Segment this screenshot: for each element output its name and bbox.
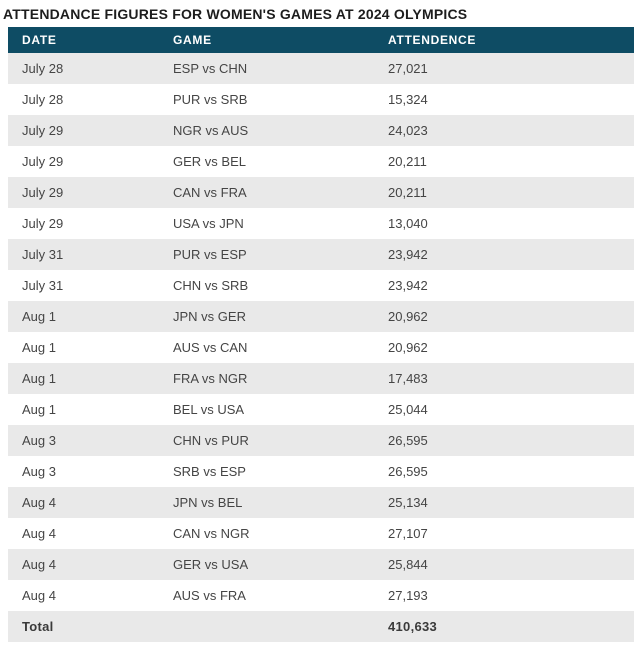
cell-date: July 28 xyxy=(8,53,159,84)
table-row: July 28 ESP vs CHN 27,021 xyxy=(8,53,634,84)
table-row: Aug 4 GER vs USA 25,844 xyxy=(8,549,634,580)
table-header-row: DATE GAME ATTENDENCE xyxy=(8,27,634,53)
table-row: Aug 1 AUS vs CAN 20,962 xyxy=(8,332,634,363)
cell-game: AUS vs CAN xyxy=(159,332,374,363)
cell-attendance: 27,193 xyxy=(374,580,634,611)
cell-date: Aug 4 xyxy=(8,518,159,549)
cell-date: July 31 xyxy=(8,239,159,270)
cell-game: PUR vs ESP xyxy=(159,239,374,270)
table-row: July 29 NGR vs AUS 24,023 xyxy=(8,115,634,146)
cell-game: CAN vs NGR xyxy=(159,518,374,549)
cell-attendance: 20,962 xyxy=(374,301,634,332)
column-header-date: DATE xyxy=(8,27,159,53)
cell-date: July 31 xyxy=(8,270,159,301)
table-row: Aug 4 AUS vs FRA 27,193 xyxy=(8,580,634,611)
cell-attendance: 25,134 xyxy=(374,487,634,518)
attendance-table: DATE GAME ATTENDENCE July 28 ESP vs CHN 27… xyxy=(8,27,634,642)
cell-game: CHN vs PUR xyxy=(159,425,374,456)
table-total-row: Total 410,633 xyxy=(8,611,634,642)
cell-attendance: 20,211 xyxy=(374,146,634,177)
total-spacer xyxy=(159,611,374,642)
cell-game: NGR vs AUS xyxy=(159,115,374,146)
page-title: ATTENDANCE FIGURES FOR WOMEN'S GAMES AT … xyxy=(3,6,468,22)
cell-attendance: 20,211 xyxy=(374,177,634,208)
total-label: Total xyxy=(8,611,159,642)
cell-game: FRA vs NGR xyxy=(159,363,374,394)
table-row: July 29 CAN vs FRA 20,211 xyxy=(8,177,634,208)
table-body: July 28 ESP vs CHN 27,021 July 28 PUR vs SRB… xyxy=(8,53,634,642)
cell-game: CHN vs SRB xyxy=(159,270,374,301)
cell-game: SRB vs ESP xyxy=(159,456,374,487)
cell-attendance: 23,942 xyxy=(374,239,634,270)
cell-attendance: 13,040 xyxy=(374,208,634,239)
cell-game: GER vs USA xyxy=(159,549,374,580)
cell-attendance: 15,324 xyxy=(374,84,634,115)
cell-game: GER vs BEL xyxy=(159,146,374,177)
cell-date: Aug 1 xyxy=(8,363,159,394)
column-header-game: GAME xyxy=(159,27,374,53)
cell-attendance: 23,942 xyxy=(374,270,634,301)
cell-game: USA vs JPN xyxy=(159,208,374,239)
total-value: 410,633 xyxy=(374,611,634,642)
cell-date: Aug 1 xyxy=(8,394,159,425)
cell-attendance: 24,023 xyxy=(374,115,634,146)
cell-attendance: 20,962 xyxy=(374,332,634,363)
table-row: July 29 USA vs JPN 13,040 xyxy=(8,208,634,239)
cell-date: Aug 4 xyxy=(8,549,159,580)
cell-attendance: 26,595 xyxy=(374,456,634,487)
cell-game: JPN vs BEL xyxy=(159,487,374,518)
cell-game: PUR vs SRB xyxy=(159,84,374,115)
table-row: July 28 PUR vs SRB 15,324 xyxy=(8,84,634,115)
cell-date: July 29 xyxy=(8,115,159,146)
cell-game: ESP vs CHN xyxy=(159,53,374,84)
cell-date: Aug 3 xyxy=(8,456,159,487)
cell-date: Aug 3 xyxy=(8,425,159,456)
cell-attendance: 27,107 xyxy=(374,518,634,549)
cell-date: July 28 xyxy=(8,84,159,115)
cell-attendance: 27,021 xyxy=(374,53,634,84)
cell-date: July 29 xyxy=(8,208,159,239)
table-row: Aug 4 JPN vs BEL 25,134 xyxy=(8,487,634,518)
cell-game: BEL vs USA xyxy=(159,394,374,425)
cell-attendance: 25,044 xyxy=(374,394,634,425)
cell-date: Aug 4 xyxy=(8,487,159,518)
cell-attendance: 26,595 xyxy=(374,425,634,456)
table-row: July 29 GER vs BEL 20,211 xyxy=(8,146,634,177)
cell-date: Aug 1 xyxy=(8,301,159,332)
cell-game: CAN vs FRA xyxy=(159,177,374,208)
table-row: Aug 3 SRB vs ESP 26,595 xyxy=(8,456,634,487)
cell-game: JPN vs GER xyxy=(159,301,374,332)
table-row: Aug 1 FRA vs NGR 17,483 xyxy=(8,363,634,394)
table-row: Aug 3 CHN vs PUR 26,595 xyxy=(8,425,634,456)
cell-date: Aug 1 xyxy=(8,332,159,363)
cell-date: Aug 4 xyxy=(8,580,159,611)
cell-date: July 29 xyxy=(8,177,159,208)
column-header-attendence: ATTENDENCE xyxy=(374,27,634,53)
table-row: Aug 1 BEL vs USA 25,044 xyxy=(8,394,634,425)
cell-attendance: 17,483 xyxy=(374,363,634,394)
table-row: Aug 1 JPN vs GER 20,962 xyxy=(8,301,634,332)
table-row: July 31 PUR vs ESP 23,942 xyxy=(8,239,634,270)
cell-game: AUS vs FRA xyxy=(159,580,374,611)
table-row: July 31 CHN vs SRB 23,942 xyxy=(8,270,634,301)
cell-date: July 29 xyxy=(8,146,159,177)
table-row: Aug 4 CAN vs NGR 27,107 xyxy=(8,518,634,549)
cell-attendance: 25,844 xyxy=(374,549,634,580)
